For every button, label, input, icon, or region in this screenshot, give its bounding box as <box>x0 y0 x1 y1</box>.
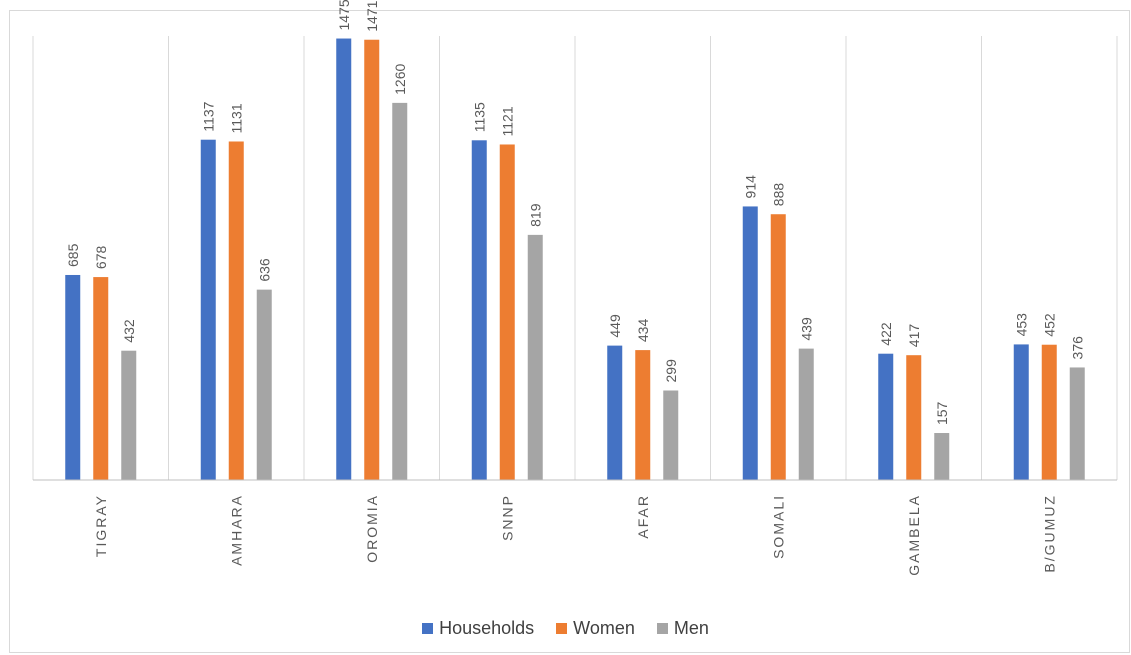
x-tick-label: AMHARA <box>228 494 244 566</box>
data-label: 376 <box>1069 336 1085 360</box>
legend-swatch <box>556 622 568 634</box>
data-label: 1475 <box>336 0 352 31</box>
data-label: 819 <box>527 203 543 227</box>
data-label: 439 <box>798 317 814 341</box>
data-label: 1137 <box>200 101 216 131</box>
bar-women-gambela <box>906 355 922 480</box>
data-label: 1121 <box>499 106 515 136</box>
bar-men-snnp <box>527 234 543 480</box>
chart-frame <box>9 10 1130 653</box>
bar-men-afar <box>663 390 679 480</box>
bar-women-somali <box>770 214 786 480</box>
data-label: 157 <box>934 401 950 425</box>
data-label: 678 <box>93 246 109 270</box>
bar-households-bgumuz <box>1013 344 1029 480</box>
bar-households-afar <box>607 345 623 480</box>
legend-swatch <box>422 622 434 634</box>
bar-men-amhara <box>256 289 272 480</box>
data-label: 685 <box>65 243 81 267</box>
x-tick-label: SNNP <box>499 494 515 541</box>
bars <box>65 38 1085 481</box>
bar-men-tigray <box>121 350 137 480</box>
legend: Households Women Men <box>0 616 1131 640</box>
legend-item-households: Households <box>422 618 534 639</box>
bar-households-amhara <box>200 139 216 480</box>
data-label: 888 <box>770 183 786 207</box>
x-tick-label: GAMBELA <box>906 494 922 576</box>
data-label: 1471 <box>364 0 380 31</box>
data-label: 1135 <box>471 102 487 132</box>
gridlines <box>32 36 1118 480</box>
bar-households-snnp <box>471 140 487 480</box>
x-tick-label: B/GUMUZ <box>1041 494 1057 573</box>
bar-households-somali <box>742 206 758 480</box>
bar-households-tigray <box>65 274 81 480</box>
bar-men-somali <box>798 348 814 480</box>
data-label: 422 <box>878 322 894 346</box>
legend-item-women: Women <box>556 618 635 639</box>
bar-men-gambela <box>934 433 950 480</box>
data-label: 452 <box>1041 313 1057 337</box>
data-label: 1260 <box>392 64 408 95</box>
bar-women-amhara <box>228 141 244 480</box>
x-tick-label: SOMALI <box>770 494 786 559</box>
bar-women-afar <box>635 350 651 480</box>
data-label: 434 <box>635 319 651 343</box>
bar-men-bgumuz <box>1069 367 1085 480</box>
legend-label: Men <box>673 617 709 638</box>
x-tick-label: OROMIA <box>364 494 380 563</box>
data-label: 432 <box>121 319 137 343</box>
legend-label: Women <box>573 617 635 638</box>
data-label: 417 <box>906 324 922 348</box>
bar-women-oromia <box>364 39 380 480</box>
bar-men-oromia <box>392 102 408 480</box>
bar-women-snnp <box>499 144 515 481</box>
data-label: 449 <box>607 314 623 338</box>
data-label: 914 <box>742 175 758 199</box>
legend-label: Households <box>439 617 535 638</box>
data-label: 299 <box>663 359 679 383</box>
legend-swatch <box>656 622 668 634</box>
bar-households-oromia <box>336 38 352 480</box>
x-tick-label: AFAR <box>635 494 651 539</box>
bar-women-tigray <box>93 277 109 480</box>
x-tick-labels: TIGRAY AMHARA OROMIA SNNP AFAR SOMALI GAMBELA B… <box>93 494 1058 576</box>
bar-households-gambela <box>878 353 894 480</box>
legend-item-men: Men <box>656 617 709 639</box>
data-label: 1131 <box>228 103 244 133</box>
data-label: 636 <box>256 258 272 282</box>
data-label: 453 <box>1013 313 1029 337</box>
data-labels: 685 678 432 1137 1131 636 1475 1471 1260 1135 1121… <box>65 0 1086 425</box>
x-tick-label: TIGRAY <box>93 494 109 557</box>
bar-women-bgumuz <box>1041 344 1057 480</box>
